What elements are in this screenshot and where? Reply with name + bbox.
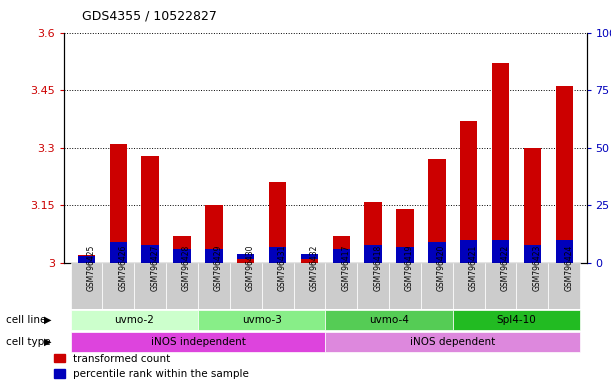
Bar [428,159,445,263]
Bar [555,86,573,263]
FancyBboxPatch shape [70,263,103,309]
Bar [524,148,541,263]
Bar [428,242,445,263]
Text: GSM796426: GSM796426 [119,245,127,291]
FancyBboxPatch shape [453,263,485,309]
FancyBboxPatch shape [421,263,453,309]
Bar [492,240,510,263]
FancyBboxPatch shape [389,263,421,309]
Text: GSM796428: GSM796428 [182,245,191,291]
Bar [332,249,350,263]
Bar [396,247,414,263]
Bar [237,259,255,263]
Bar [237,254,255,263]
Bar [237,259,255,263]
Bar [174,236,191,263]
FancyBboxPatch shape [70,310,198,330]
Legend: transformed count, percentile rank within the sample: transformed count, percentile rank withi… [54,354,249,379]
Text: Spl4-10: Spl4-10 [497,315,536,325]
FancyBboxPatch shape [70,332,326,352]
Text: GSM796424: GSM796424 [565,245,573,291]
Bar [141,156,159,263]
Text: iNOS dependent: iNOS dependent [410,337,496,347]
Text: GDS4355 / 10522827: GDS4355 / 10522827 [82,10,218,23]
FancyBboxPatch shape [453,310,580,330]
Text: uvmo-2: uvmo-2 [114,315,154,325]
Text: GSM796429: GSM796429 [214,245,223,291]
Bar [555,240,573,263]
Bar [174,249,191,263]
Bar [205,249,222,263]
Bar [301,259,318,263]
Bar [109,144,127,263]
Text: GSM796431: GSM796431 [277,245,287,291]
Bar [269,182,287,263]
Text: uvmo-3: uvmo-3 [242,315,282,325]
Bar [141,245,159,263]
Bar [396,209,414,263]
FancyBboxPatch shape [198,263,230,309]
Bar [364,202,382,263]
Text: cell type: cell type [6,337,51,347]
Text: GSM796427: GSM796427 [150,245,159,291]
FancyBboxPatch shape [230,263,262,309]
Bar [269,247,287,263]
FancyBboxPatch shape [326,332,580,352]
Text: GSM796418: GSM796418 [373,245,382,291]
FancyBboxPatch shape [134,263,166,309]
FancyBboxPatch shape [548,263,580,309]
Text: GSM796421: GSM796421 [469,245,478,291]
Text: ▶: ▶ [45,315,52,325]
Bar [78,255,95,263]
Bar [109,242,127,263]
FancyBboxPatch shape [326,310,453,330]
FancyBboxPatch shape [166,263,198,309]
Bar [301,259,318,263]
Text: GSM796420: GSM796420 [437,245,446,291]
Text: GSM796419: GSM796419 [405,245,414,291]
FancyBboxPatch shape [293,263,326,309]
Bar [205,205,222,263]
Text: GSM796417: GSM796417 [342,245,350,291]
Text: GSM796425: GSM796425 [86,245,95,291]
Bar [524,245,541,263]
FancyBboxPatch shape [516,263,548,309]
Text: GSM796430: GSM796430 [246,244,255,291]
Text: uvmo-4: uvmo-4 [369,315,409,325]
Bar [364,245,382,263]
Bar [460,121,477,263]
Text: ▶: ▶ [45,337,52,347]
Bar [301,254,318,263]
Text: GSM796422: GSM796422 [500,245,510,291]
Text: cell line: cell line [6,315,46,325]
Bar [332,236,350,263]
FancyBboxPatch shape [357,263,389,309]
FancyBboxPatch shape [262,263,293,309]
Bar [78,256,95,263]
FancyBboxPatch shape [485,263,516,309]
Text: iNOS independent: iNOS independent [150,337,246,347]
Text: GSM796432: GSM796432 [309,245,318,291]
Bar [460,240,477,263]
FancyBboxPatch shape [326,263,357,309]
Bar [492,63,510,263]
FancyBboxPatch shape [198,310,326,330]
FancyBboxPatch shape [103,263,134,309]
Text: GSM796423: GSM796423 [532,245,541,291]
